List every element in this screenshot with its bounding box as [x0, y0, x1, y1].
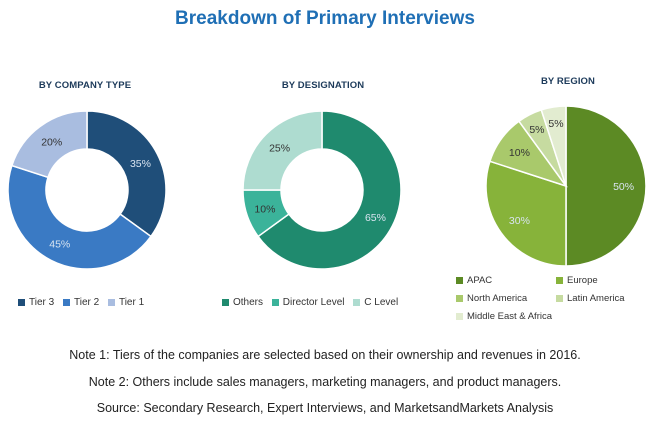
- data-label: 5%: [529, 124, 544, 136]
- pie-slice-c-level: [242, 110, 323, 191]
- pie-slice-tier-1: [10, 110, 88, 179]
- legend-region: APAC Europe North America Latin America …: [456, 275, 646, 335]
- data-label: 10%: [254, 204, 275, 216]
- data-label: 25%: [269, 143, 290, 155]
- legend-swatch: [456, 295, 463, 302]
- data-label: 20%: [41, 136, 62, 148]
- legend-item-tier-2: Tier 2: [62, 297, 100, 308]
- note-1: Note 1: Tiers of the companies are selec…: [69, 348, 581, 362]
- page-title: Breakdown of Primary Interviews: [175, 8, 475, 29]
- pie-slice-tier-3: [86, 110, 167, 238]
- legend-label: Middle East & Africa: [467, 311, 553, 322]
- legend-swatch: [456, 277, 463, 284]
- legend-swatch: [556, 277, 563, 284]
- pie-slice-tier-2: [7, 164, 152, 270]
- data-label: 45%: [49, 238, 70, 250]
- data-label: 35%: [130, 158, 151, 170]
- legend-designation: Others Director Level C Level: [222, 297, 404, 309]
- pie-slice-europe: [485, 160, 567, 267]
- source-note: Source: Secondary Research, Expert Inter…: [96, 401, 554, 415]
- legend-swatch: [107, 299, 115, 306]
- legend-item-latin-america: Latin America: [556, 293, 625, 304]
- legend-label: Tier 2: [73, 297, 100, 308]
- legend-swatch: [62, 299, 70, 306]
- legend-label: APAC: [467, 275, 493, 286]
- data-label: 10%: [509, 147, 530, 159]
- legend-swatch: [18, 299, 25, 306]
- legend-label: Tier 1: [118, 297, 145, 308]
- legend-item-middle-east-africa: Middle East & Africa: [456, 311, 552, 322]
- pie-slice-middle-east-africa: [540, 105, 567, 187]
- legend-label: Latin America: [567, 293, 625, 304]
- legend-swatch: [271, 299, 279, 306]
- legend-label: North America: [467, 293, 528, 304]
- legend-item-others: Others: [222, 297, 263, 308]
- data-label: 30%: [509, 215, 530, 227]
- data-label: 5%: [548, 118, 563, 130]
- legend-item-europe: Europe: [556, 275, 598, 286]
- legend-item-apac: APAC: [456, 275, 492, 286]
- legend-swatch: [456, 313, 463, 320]
- legend-label: Director Level: [282, 297, 345, 308]
- legend-label: Others: [233, 297, 264, 308]
- data-label: 65%: [365, 212, 386, 224]
- pie-slice-others: [257, 110, 402, 270]
- legend-item-north-america: North America: [456, 293, 527, 304]
- legend-swatch: [222, 299, 229, 306]
- chart-title-region: BY REGION: [540, 76, 596, 87]
- legend-label: Tier 3: [29, 297, 55, 308]
- legend-item-c-level: C Level: [353, 297, 398, 308]
- data-label: 50%: [613, 181, 634, 193]
- pie-slice-apac: [565, 105, 647, 267]
- legend-swatch: [556, 295, 563, 302]
- legend-label: C Level: [364, 297, 399, 308]
- note-2: Note 2: Others include sales managers, m…: [88, 375, 562, 389]
- legend-swatch: [353, 299, 361, 306]
- chart-title-company-type: BY COMPANY TYPE: [38, 80, 132, 91]
- legend-item-tier-3: Tier 3: [18, 297, 54, 308]
- legend-item-tier-1: Tier 1: [107, 297, 145, 308]
- legend-item-director-level: Director Level: [271, 297, 345, 308]
- legend-label: Europe: [567, 275, 598, 286]
- legend-company-type: Tier 3 Tier 2 Tier 1: [18, 297, 150, 309]
- chart-title-designation: BY DESIGNATION: [281, 80, 365, 91]
